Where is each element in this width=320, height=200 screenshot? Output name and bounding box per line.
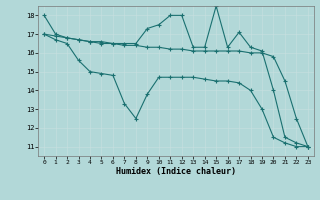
X-axis label: Humidex (Indice chaleur): Humidex (Indice chaleur): [116, 167, 236, 176]
